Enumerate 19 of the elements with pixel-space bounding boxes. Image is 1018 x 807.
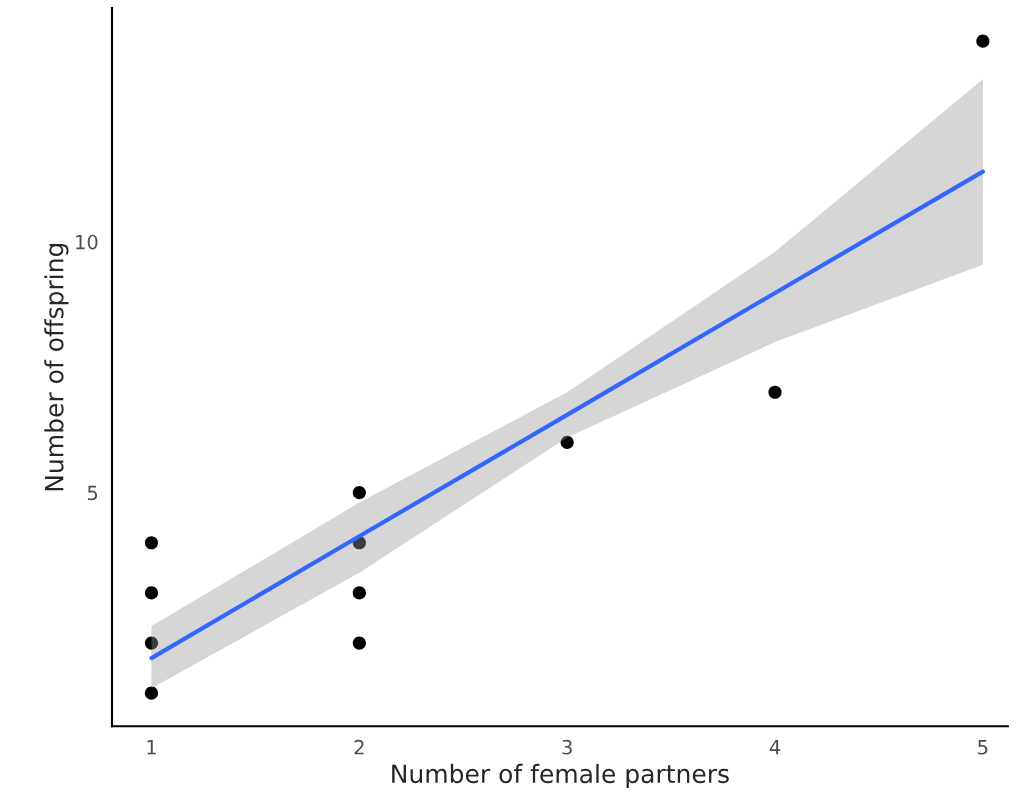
y-tick-label: 10 xyxy=(76,234,98,250)
point xyxy=(560,435,574,450)
line-series xyxy=(149,169,985,661)
x-axis-title: Number of female partners xyxy=(392,763,729,789)
point xyxy=(352,586,366,600)
point xyxy=(976,34,990,48)
x-tick-label: 1 xyxy=(147,740,156,755)
x-tick-label: 4 xyxy=(769,740,781,755)
point xyxy=(144,586,159,600)
y-axis-title: Number of offspring xyxy=(44,243,69,491)
point xyxy=(144,686,159,700)
x-tick-label: 5 xyxy=(978,740,988,755)
point xyxy=(144,536,159,550)
point xyxy=(352,485,366,500)
point xyxy=(768,385,782,399)
point xyxy=(144,636,159,650)
x-tick-label: 2 xyxy=(354,739,364,755)
point xyxy=(352,636,366,650)
x-tick-label: 3 xyxy=(562,739,572,755)
